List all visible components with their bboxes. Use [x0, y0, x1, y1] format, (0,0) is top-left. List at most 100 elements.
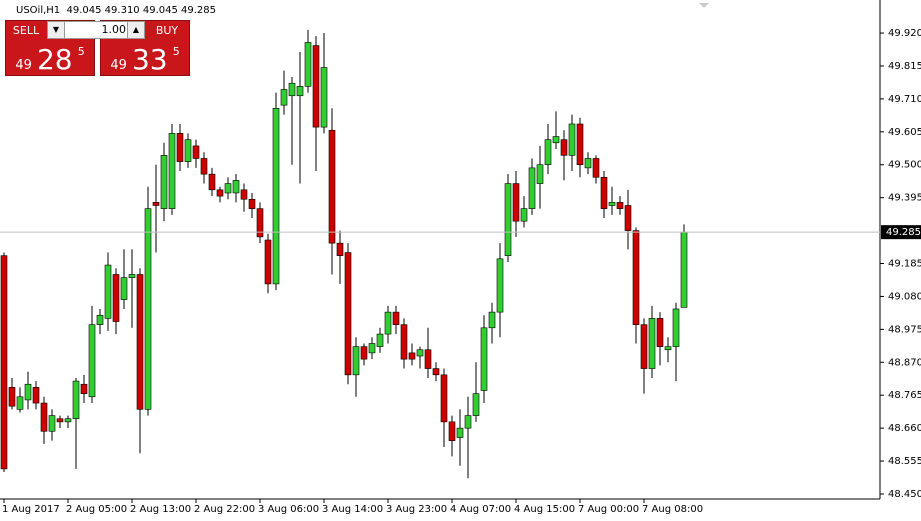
sell-price: 49 28 5 — [6, 43, 94, 76]
candle-body — [616, 202, 624, 209]
candle-body — [240, 189, 248, 200]
candle-body — [400, 324, 408, 360]
y-tick-label: 48.660 — [888, 423, 921, 434]
candle-body — [216, 189, 224, 197]
candle-body — [384, 311, 392, 335]
candle-body — [656, 318, 664, 347]
lot-increase[interactable]: ▲ — [127, 22, 144, 38]
x-tick-label: 2 Aug 05:00 — [66, 504, 127, 515]
candle-body — [608, 202, 616, 206]
candle-body — [496, 258, 504, 313]
x-tick-label: 1 Aug 2017 — [2, 504, 60, 515]
buy-button[interactable]: BUY — [155, 24, 179, 37]
candle-body — [624, 205, 632, 231]
y-tick-label: 49.080 — [888, 291, 921, 302]
candle-body — [112, 274, 120, 322]
candle-body — [320, 67, 328, 128]
candle-body — [288, 82, 296, 97]
y-tick-label: 48.975 — [888, 324, 921, 335]
candle-body — [128, 274, 136, 278]
candle-body — [0, 255, 8, 470]
candle-body — [448, 421, 456, 441]
candle-body — [376, 333, 384, 347]
candle-body — [648, 318, 656, 369]
candle-body — [256, 208, 264, 238]
candle-body — [280, 89, 288, 106]
y-tick-label: 48.450 — [888, 489, 921, 500]
candle-body — [152, 202, 160, 206]
buy-price: 49 33 5 — [101, 43, 189, 76]
candle-body — [576, 123, 584, 166]
candle-body — [544, 139, 552, 166]
candle-body — [40, 402, 48, 432]
candle-body — [192, 145, 200, 159]
candle-body — [344, 252, 352, 376]
candle-body — [208, 173, 216, 191]
x-tick-label: 2 Aug 13:00 — [130, 504, 191, 515]
candle-body — [632, 230, 640, 325]
candle-body — [672, 308, 680, 347]
candle-body — [328, 129, 336, 244]
candle-body — [360, 346, 368, 360]
candle-body — [416, 349, 424, 357]
buy-price-big: 49 — [110, 58, 127, 73]
candle-body — [464, 415, 472, 429]
candle-body — [8, 387, 16, 407]
candle-body — [224, 183, 232, 194]
candle-body — [336, 242, 344, 256]
candle-body — [120, 277, 128, 300]
candle-body — [88, 324, 96, 398]
x-tick-label: 4 Aug 15:00 — [514, 504, 575, 515]
y-tick-label: 48.555 — [888, 456, 921, 467]
candle-body — [24, 383, 32, 401]
candle-body — [640, 324, 648, 369]
x-tick-label: 3 Aug 23:00 — [386, 504, 447, 515]
candle-body — [168, 133, 176, 209]
y-tick-label: 49.710 — [888, 94, 921, 105]
candle-body — [480, 327, 488, 391]
y-tick-label: 49.605 — [888, 127, 921, 138]
candle-body — [144, 208, 152, 410]
candle-body — [64, 418, 72, 423]
candle-body — [200, 158, 208, 175]
candle-body — [520, 208, 528, 222]
candle-body — [560, 139, 568, 156]
lot-decrease[interactable]: ▼ — [48, 22, 65, 38]
candle-body — [664, 346, 672, 351]
candle-body — [32, 387, 40, 404]
candle-body — [680, 231, 688, 308]
candle-body — [584, 158, 592, 169]
candle-body — [488, 311, 496, 329]
candle-body — [600, 176, 608, 209]
candle-body — [296, 86, 304, 97]
y-tick-label: 49.185 — [888, 259, 921, 270]
lot-input[interactable]: ▼ 1.00 ▲ — [47, 21, 145, 39]
candle-body — [312, 45, 320, 128]
candle-body — [512, 183, 520, 222]
candle-body — [368, 343, 376, 354]
lot-value[interactable]: 1.00 — [101, 23, 127, 36]
candle-body — [536, 164, 544, 184]
x-tick-label: 7 Aug 00:00 — [578, 504, 639, 515]
candle-body — [272, 107, 280, 285]
current-price-box — [881, 225, 921, 240]
shift-marker — [699, 3, 709, 8]
candle-body — [136, 274, 144, 410]
sell-button[interactable]: SELL — [12, 24, 40, 37]
candle-body — [528, 167, 536, 209]
candle-body — [176, 133, 184, 162]
candle-body — [504, 183, 512, 256]
candle-body — [304, 42, 312, 87]
candle-body — [472, 393, 480, 416]
x-tick-label: 2 Aug 22:00 — [194, 504, 255, 515]
candle-body — [568, 123, 576, 156]
buy-price-main: 33 — [131, 43, 168, 76]
candle-body — [432, 368, 440, 376]
candle-body — [80, 383, 88, 394]
candle-body — [264, 239, 272, 285]
y-tick-label: 49.500 — [888, 160, 921, 171]
x-tick-label: 3 Aug 06:00 — [258, 504, 319, 515]
sell-price-big: 49 — [15, 58, 32, 73]
candle-body — [592, 158, 600, 178]
